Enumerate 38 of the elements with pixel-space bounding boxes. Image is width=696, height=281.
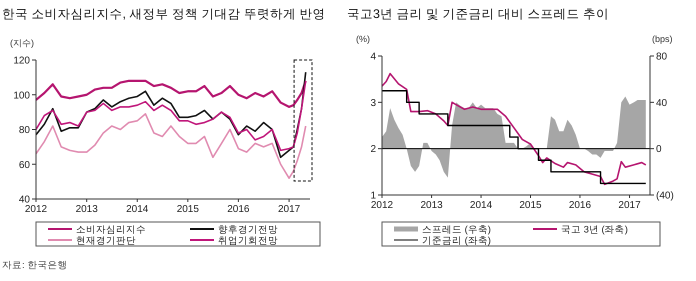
x-tick-label: 2016 bbox=[568, 200, 592, 211]
x-tick-label: 2015 bbox=[519, 200, 542, 211]
legend-label: 국고 3년 (좌축) bbox=[561, 224, 628, 236]
y-tick-label: 1 bbox=[370, 190, 376, 202]
legend-label: 현재경기판단 bbox=[76, 235, 136, 246]
legend-label: 기준금리 (좌축) bbox=[422, 235, 491, 246]
x-tick-label: 2013 bbox=[420, 200, 444, 211]
x-tick-label: 2015 bbox=[176, 204, 200, 215]
text: 자료: 한국은행 bbox=[2, 260, 68, 271]
y-axis-title: (%) bbox=[356, 34, 370, 44]
legend-label: 취업기회전망 bbox=[218, 235, 278, 246]
y-axis-title: (지수) bbox=[10, 38, 34, 48]
x-tick-label: 2012 bbox=[370, 200, 394, 211]
legend-label: 스프레드 (우축) bbox=[422, 224, 491, 236]
chart-title: 국고3년 금리 및 기준금리 대비 스프레드 추이 bbox=[347, 7, 609, 21]
chart-title: 한국 소비자심리지수, 새정부 정책 기대감 뚜렷하게 반영 bbox=[2, 7, 326, 21]
y-tick-label: 120 bbox=[13, 56, 30, 66]
x-tick-label: 2013 bbox=[76, 204, 98, 215]
y-tick-label: 2 bbox=[370, 144, 376, 156]
y-tick-label: 80 bbox=[18, 125, 30, 136]
y2-tick-label: 40 bbox=[656, 98, 668, 109]
x-tick-label: 2012 bbox=[24, 204, 48, 215]
y2-axis-title: (bps) bbox=[652, 34, 673, 44]
legend-label: 향후경기전망 bbox=[218, 224, 278, 236]
y-tick-label: 60 bbox=[18, 160, 30, 171]
x-tick-label: 2016 bbox=[227, 204, 250, 215]
y2-tick-label: 80 bbox=[656, 52, 668, 62]
x-tick-label: 2014 bbox=[470, 200, 493, 211]
legend-label: 소비자심리지수 bbox=[76, 224, 146, 236]
x-tick-label: 2017 bbox=[618, 200, 642, 211]
x-tick-label: 2017 bbox=[278, 204, 301, 215]
y-tick-label: 40 bbox=[18, 194, 30, 206]
y-tick-label: 3 bbox=[370, 98, 376, 109]
y-tick-label: 4 bbox=[370, 52, 376, 62]
y2-tick-label: 0 bbox=[656, 144, 662, 156]
y2-tick-label: (40) bbox=[656, 190, 674, 202]
x-tick-label: 2014 bbox=[126, 204, 149, 215]
y-tick-label: 100 bbox=[13, 90, 30, 102]
